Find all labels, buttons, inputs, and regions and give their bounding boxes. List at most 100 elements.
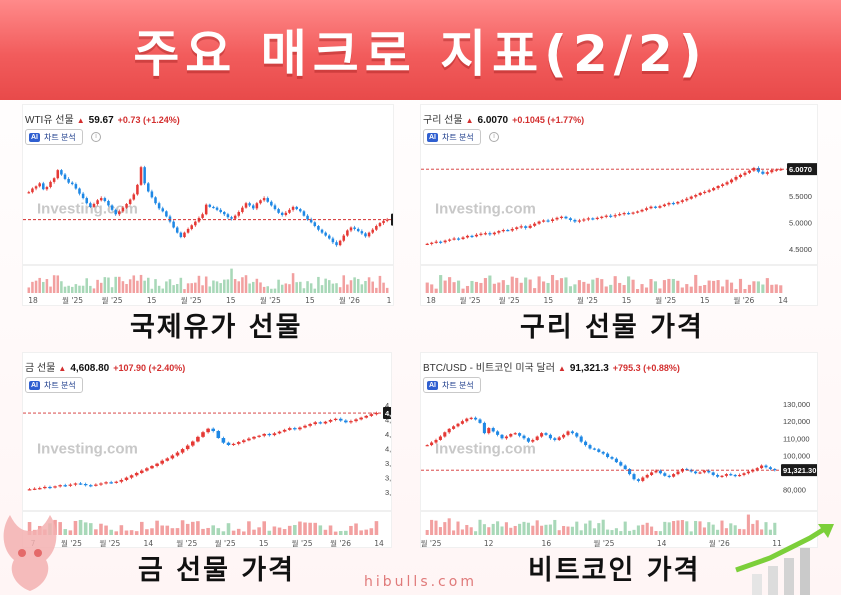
ai-chart-analysis-button[interactable]: AI 차트 분석 [423, 129, 481, 145]
candle-body [509, 433, 513, 437]
x-tick-label: 14 [144, 539, 154, 548]
candle-body [266, 198, 269, 202]
ai-chart-analysis-button[interactable]: AI 차트 분석 [423, 377, 481, 393]
volume-bar [526, 522, 530, 535]
volume-bar [672, 521, 676, 535]
volume-bar [293, 525, 297, 535]
candle-body [591, 218, 595, 220]
current-price-tag [391, 213, 393, 226]
candle-body [694, 195, 698, 197]
candle-body [707, 470, 711, 473]
candle-body [255, 203, 259, 209]
volume-bar [277, 279, 280, 293]
candle-body [501, 230, 505, 232]
volume-bar [474, 281, 479, 293]
copper-name: 구리 선물 [423, 115, 463, 126]
volume-bar [779, 285, 783, 293]
info-icon[interactable]: i [489, 132, 499, 142]
volume-bar [662, 280, 666, 293]
x-tick-label: 15 [305, 296, 315, 305]
volume-bar [478, 519, 482, 535]
volume-bar [689, 286, 693, 293]
candle-body [577, 220, 581, 222]
volume-bar [359, 530, 363, 535]
volume-bar [601, 519, 605, 535]
volume-bar [694, 274, 698, 293]
y-tick-label: 4,000 [385, 445, 392, 454]
candle-body [313, 422, 318, 425]
candle-body [320, 229, 324, 233]
volume-bar [627, 276, 631, 293]
volume-bar [649, 279, 653, 293]
volume-bar [575, 521, 579, 535]
volume-bar [443, 522, 447, 535]
volume-bar [702, 527, 706, 535]
candle-body [48, 486, 52, 489]
candle-body [619, 462, 623, 466]
ai-button-label: 차트 분석 [442, 380, 474, 390]
volume-bar [591, 279, 595, 293]
candle-body [698, 192, 702, 196]
volume-bar [584, 523, 588, 535]
volume-bar [680, 287, 684, 293]
volume-bar [52, 275, 56, 293]
candle-body [262, 198, 266, 201]
candle-body [354, 419, 358, 422]
candle-body [328, 235, 331, 239]
candle-body [338, 418, 343, 421]
volume-bar [74, 284, 78, 293]
candle-body [34, 186, 38, 189]
copper-price: 6.0070 [477, 115, 509, 126]
volume-bar [298, 521, 302, 535]
candle-body [434, 439, 438, 443]
volume-bar [73, 520, 78, 535]
candle-body [165, 458, 170, 461]
x-tick-label: 16 [542, 539, 552, 548]
candle-body [632, 474, 636, 480]
volume-bar [604, 286, 608, 293]
ai-badge-icon: AI [29, 132, 40, 142]
wti-chart: Investing.com 67.50 65.00 62.50 57.50 55.00 59… [23, 158, 394, 305]
volume-bar [247, 521, 251, 535]
volume-bar [542, 281, 546, 293]
candle-body [371, 229, 374, 233]
candle-body [110, 205, 114, 210]
candle-body [114, 481, 119, 483]
volume-bar [226, 279, 230, 293]
volume-bar [774, 284, 778, 293]
candle-body [85, 198, 88, 204]
volume-bar [658, 288, 662, 293]
y-tick-label: 67.50 [393, 158, 394, 167]
volume-bar [734, 289, 738, 293]
ai-button-label: 차트 분석 [44, 132, 76, 142]
volume-bar [291, 273, 295, 293]
volume-bar [175, 284, 179, 293]
candle-body [600, 216, 604, 218]
wti-price: 59.67 [88, 115, 114, 126]
caption-gold: 금 선물 가격 [138, 555, 295, 586]
ai-chart-analysis-button[interactable]: AI 차트 분석 [25, 129, 83, 145]
volume-bar [582, 281, 586, 293]
gold-price: 4,608.80 [70, 363, 110, 374]
candle-body [134, 472, 139, 476]
candle-body [483, 233, 487, 235]
volume-bar [335, 283, 338, 293]
info-icon[interactable]: i [91, 132, 101, 142]
volume-bar [180, 520, 185, 535]
volume-bar [136, 280, 139, 293]
volume-bar [491, 523, 495, 535]
volume-bar [461, 288, 465, 293]
volume-bar [196, 521, 200, 535]
x-tick-label: 월 '26 [709, 538, 730, 548]
candle-body [613, 215, 617, 217]
volume-bar [56, 275, 60, 293]
volume-bar [522, 521, 526, 535]
candle-body [317, 226, 320, 230]
candle-body [175, 227, 179, 233]
candle-body [564, 216, 568, 219]
ai-chart-analysis-button[interactable]: AI 차트 분석 [25, 377, 83, 393]
candle-body [295, 206, 298, 210]
gold-change: +107.90 (+2.40%) [113, 363, 186, 373]
volume-bar [374, 521, 379, 535]
candle-body [434, 241, 438, 243]
